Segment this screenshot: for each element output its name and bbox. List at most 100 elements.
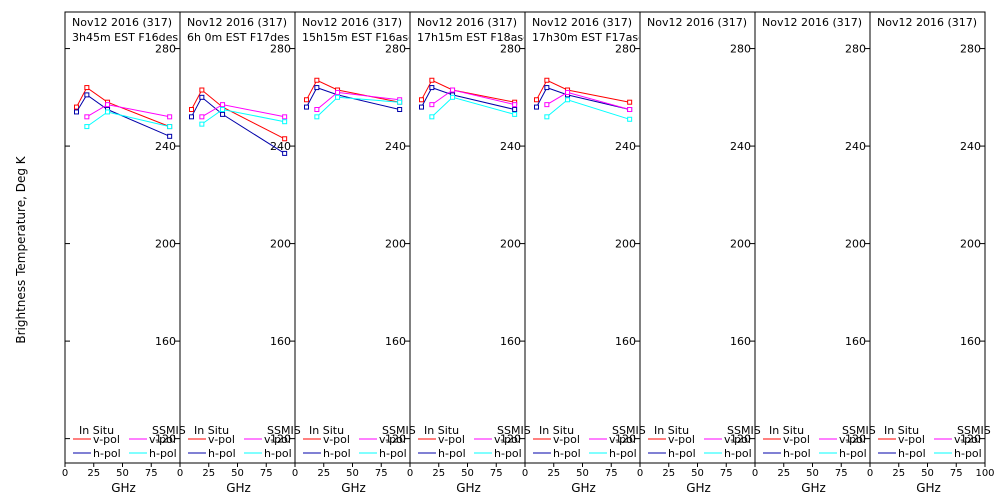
panel-subtitle: 6h 0m EST F17des: [187, 31, 290, 44]
x-tick-label: 0: [62, 468, 68, 479]
data-point: [429, 114, 435, 120]
data-point: [450, 94, 456, 100]
legend-ssmis-title: SSMIS: [727, 424, 761, 437]
data-point: [544, 102, 550, 108]
data-point: [512, 107, 518, 113]
data-point: [419, 104, 424, 110]
panel-subtitle: 17h15m EST F18asc: [417, 31, 529, 44]
legend-insitu-title: In Situ: [79, 424, 114, 437]
data-point: [534, 97, 539, 103]
x-axis-label: GHz: [341, 481, 366, 495]
data-point: [199, 114, 205, 120]
legend-label: v-pol: [264, 433, 291, 446]
y-tick-label: 200: [500, 238, 521, 251]
data-point: [84, 114, 90, 120]
series-line: [421, 86, 515, 110]
x-tick-label: 25: [317, 468, 330, 479]
y-tick-label: 280: [270, 43, 291, 56]
data-point: [314, 107, 320, 113]
panel-2: 120 160 200 240 280 0 25 50 75 GHz Nov12 2016 (317…: [177, 11, 301, 495]
x-axis-label: GHz: [111, 481, 136, 495]
series-line: [191, 96, 285, 154]
x-tick-label: 50: [231, 468, 244, 479]
x-tick-label: 50: [921, 468, 934, 479]
legend-ssmis-title: SSMIS: [382, 424, 416, 437]
legend-label: v-pol: [954, 433, 981, 446]
legend-ssmis-title: SSMIS: [497, 424, 531, 437]
panel-7: 120 160 200 240 280 0 25 50 75 GHz Nov12 2016 (317…: [752, 11, 876, 495]
panel-6: 120 160 200 240 280 0 25 50 75 GHz Nov12 2016 (317…: [637, 11, 761, 495]
data-point: [397, 107, 403, 113]
y-tick-label: 120: [155, 433, 176, 446]
panel-title: Nov12 2016 (317): [187, 16, 287, 29]
y-tick-label: 240: [845, 140, 866, 153]
x-tick-label: 0: [407, 468, 413, 479]
legend-label: v-pol: [783, 433, 810, 446]
y-tick-label: 280: [500, 43, 521, 56]
x-tick-label: 50: [691, 468, 704, 479]
y-tick-label: 200: [960, 238, 981, 251]
x-tick-label: 75: [835, 468, 848, 479]
y-tick-label: 240: [730, 140, 751, 153]
data-point: [397, 99, 403, 105]
legend-insitu-title: In Situ: [539, 424, 574, 437]
x-tick-label: 25: [87, 468, 100, 479]
legend-ssmis-title: SSMIS: [612, 424, 646, 437]
y-tick-label: 200: [270, 238, 291, 251]
y-tick-label: 120: [615, 433, 636, 446]
data-point: [512, 111, 518, 117]
y-tick-label: 280: [615, 43, 636, 56]
data-point: [282, 136, 288, 142]
legend-label: v-pol: [323, 433, 350, 446]
legend-insitu-title: In Situ: [884, 424, 919, 437]
legend-label: v-pol: [898, 433, 925, 446]
x-tick-label: 50: [576, 468, 589, 479]
data-point: [220, 107, 226, 113]
data-point: [189, 107, 194, 113]
series-line: [306, 86, 400, 110]
y-tick-label: 160: [385, 335, 406, 348]
panel-title-group: Nov12 2016 (317) 15h15m EST F16asc: [302, 16, 409, 44]
panel-title: Nov12 2016 (317): [762, 16, 862, 29]
data-point: [544, 85, 550, 91]
x-tick-label: 25: [777, 468, 790, 479]
legend-label: h-pol: [668, 447, 696, 460]
legend-label: h-pol: [149, 447, 177, 460]
legend-ssmis-title: SSMIS: [842, 424, 876, 437]
data-point: [189, 114, 194, 120]
data-point: [84, 92, 90, 98]
legend-label: v-pol: [724, 433, 751, 446]
x-tick-label: 25: [432, 468, 445, 479]
data-point: [74, 109, 79, 115]
panel-title-group: Nov12 2016 (317) 6h 0m EST F17des: [187, 16, 290, 44]
y-tick-label: 120: [270, 433, 291, 446]
data-point: [335, 89, 341, 95]
legend-label: v-pol: [609, 433, 636, 446]
y-tick-label: 200: [615, 238, 636, 251]
data-point: [84, 85, 90, 91]
series-line: [421, 79, 515, 103]
series-line: [76, 86, 170, 128]
data-point: [199, 121, 205, 127]
data-point: [199, 94, 205, 100]
data-point: [314, 114, 320, 120]
legend-ssmis-title: SSMIS: [957, 424, 991, 437]
x-tick-label: 25: [892, 468, 905, 479]
data-point: [74, 104, 79, 110]
data-point: [304, 104, 309, 110]
panel-title: Nov12 2016 (317): [877, 16, 977, 29]
x-axis-label: GHz: [226, 481, 251, 495]
y-tick-label: 120: [960, 433, 981, 446]
x-tick-label: 0: [637, 468, 643, 479]
panel-3: 120 160 200 240 280 0 25 50 75 GHz Nov12 2016 (317…: [292, 11, 416, 495]
x-tick-label: 75: [950, 468, 963, 479]
panel-subtitle: 3h45m EST F16des: [72, 31, 178, 44]
series-line: [191, 89, 285, 140]
x-tick-label: 25: [547, 468, 560, 479]
data-point: [84, 124, 90, 130]
legend-label: v-pol: [379, 433, 406, 446]
data-point: [105, 102, 111, 108]
data-point: [220, 111, 226, 117]
data-point: [314, 85, 320, 91]
